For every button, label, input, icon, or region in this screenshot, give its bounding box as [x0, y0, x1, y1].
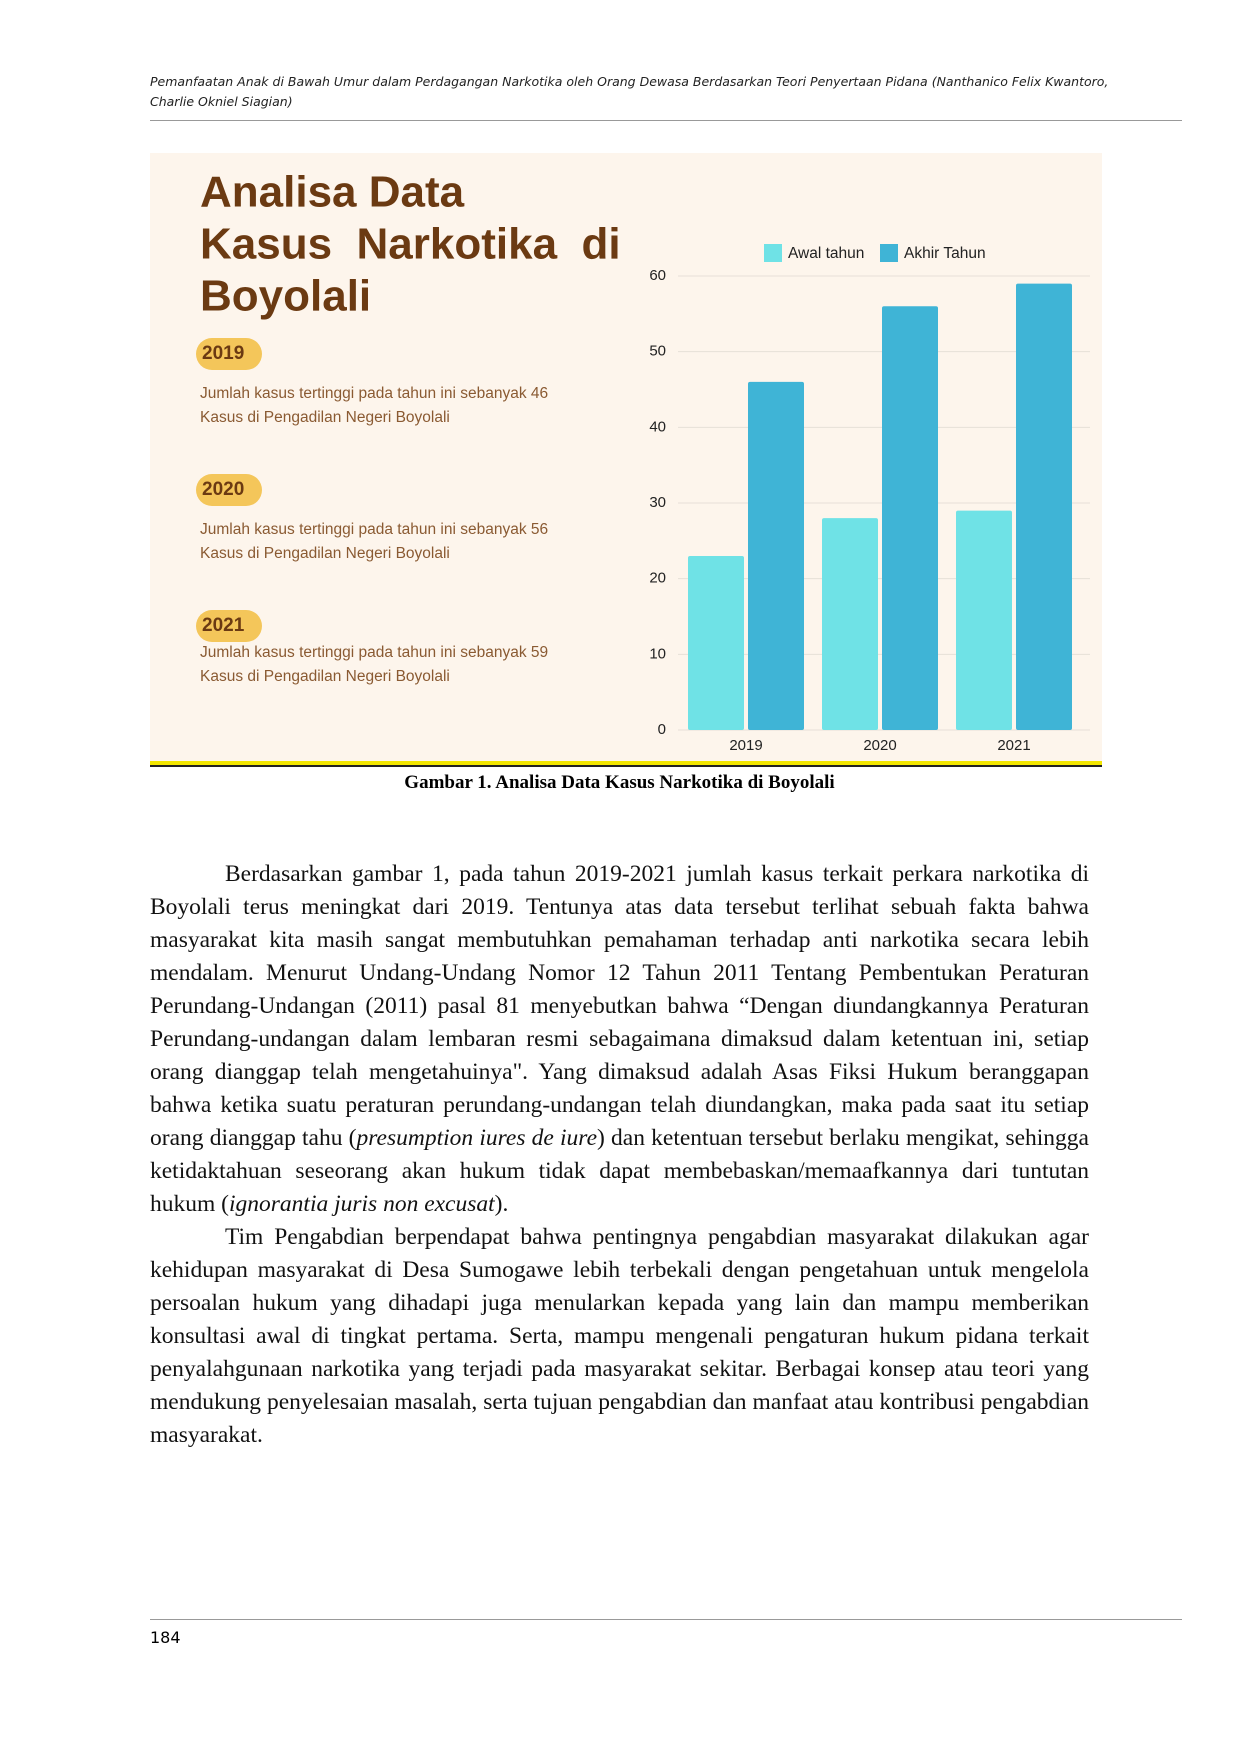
year-badge [196, 338, 262, 370]
legend-swatch [764, 244, 782, 262]
panel-text: Jumlah kasus tertinggi pada tahun ini se… [200, 644, 548, 661]
x-tick-label: 2021 [997, 737, 1030, 754]
header-line: Charlie Okniel Siagian) [150, 94, 293, 109]
panel-text: Jumlah kasus tertinggi pada tahun ini se… [200, 385, 548, 402]
running-header: Pemanfaatan Anak di Bawah Umur dalam Per… [150, 72, 1108, 112]
header-rule [150, 120, 1182, 121]
page-number: 184 [150, 1628, 181, 1647]
paragraph: Berdasarkan gambar 1, pada tahun 2019-20… [150, 858, 1089, 1221]
y-tick-label: 0 [658, 721, 666, 738]
bar [956, 510, 1012, 730]
text-run: Tim Pengabdian berpendapat bahwa penting… [150, 1224, 1089, 1448]
figure-caption: Gambar 1. Analisa Data Kasus Narkotika d… [404, 772, 835, 793]
panel-text: Jumlah kasus tertinggi pada tahun ini se… [200, 521, 548, 538]
bar [882, 306, 938, 730]
bar [748, 381, 804, 730]
panel-text: Kasus di Pengadilan Negeri Boyolali [200, 409, 450, 426]
legend-label: Awal tahun [788, 245, 864, 262]
year-badge [196, 610, 262, 642]
year-badge-label: 2020 [202, 479, 244, 500]
italic-term: presumption iures de iure [356, 1125, 598, 1151]
bar [1016, 283, 1072, 730]
text-run: ). [494, 1191, 509, 1217]
bar [688, 555, 744, 730]
year-badge-label: 2019 [202, 343, 244, 364]
year-badge [196, 474, 262, 506]
panel-title: Boyolali [200, 272, 371, 321]
legend-label: Akhir Tahun [904, 245, 986, 262]
figure-border [150, 765, 1102, 767]
y-tick-label: 10 [649, 645, 666, 662]
y-tick-label: 40 [649, 418, 666, 435]
y-tick-label: 60 [649, 267, 666, 284]
panel-title: Kasus Narkotika di [200, 220, 621, 269]
bar [822, 518, 878, 730]
paragraph: Tim Pengabdian berpendapat bahwa penting… [150, 1221, 1089, 1452]
year-badge-label: 2021 [202, 615, 245, 636]
text-run: ) dan ketentuan tersebut berlaku mengika… [150, 1125, 1089, 1217]
panel-title: Analisa Data [200, 168, 465, 217]
figure-border [150, 761, 1102, 765]
y-tick-label: 20 [649, 570, 666, 587]
panel-text: Kasus di Pengadilan Negeri Boyolali [200, 668, 450, 685]
italic-term: ignorantia juris non excusat [228, 1191, 495, 1217]
panel-text: Kasus di Pengadilan Negeri Boyolali [200, 545, 450, 562]
text-run: Berdasarkan gambar 1, pada tahun 2019-20… [150, 861, 1089, 1151]
figure-background [150, 153, 1102, 763]
y-tick-label: 30 [649, 494, 666, 511]
y-tick-label: 50 [649, 343, 666, 360]
legend-swatch [880, 244, 898, 262]
x-tick-label: 2019 [729, 737, 762, 754]
x-tick-label: 2020 [863, 737, 896, 754]
footer-rule [150, 1619, 1182, 1620]
header-line: Pemanfaatan Anak di Bawah Umur dalam Per… [150, 74, 1109, 89]
body-text: Berdasarkan gambar 1, pada tahun 2019-20… [150, 858, 1089, 1452]
